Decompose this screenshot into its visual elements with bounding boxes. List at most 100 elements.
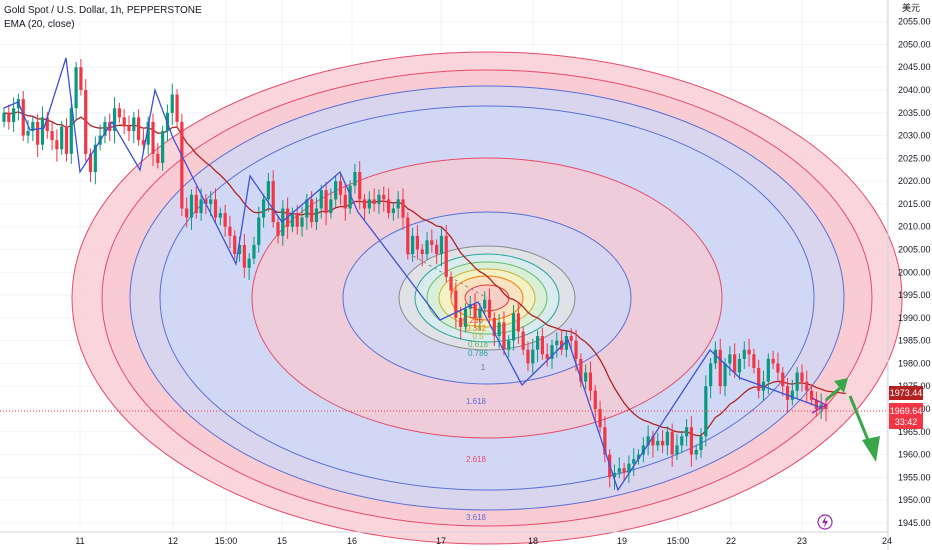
- candle-body: [622, 468, 626, 473]
- y-tick-label: 2055.00: [898, 17, 931, 27]
- candle-body: [141, 140, 146, 145]
- candle-body: [713, 349, 718, 364]
- candle-body: [213, 199, 218, 218]
- candle-body: [84, 90, 88, 154]
- candle-body: [656, 440, 660, 446]
- fib-circles[interactable]: [71, 51, 903, 545]
- down-arrow-shaft: [848, 395, 872, 446]
- candle-body: [545, 354, 549, 359]
- candle-body: [814, 399, 818, 409]
- fib-label: 1.618: [466, 397, 487, 406]
- candle-body: [660, 440, 665, 446]
- candle-body: [612, 472, 617, 478]
- x-tick-label: 17: [436, 536, 446, 546]
- candle-body: [420, 249, 424, 255]
- candle-body: [781, 372, 785, 387]
- time-axis: 11 12 15:00 15 16 17 18 19 15:00 22 23 24: [0, 531, 892, 546]
- candle-body: [257, 217, 261, 245]
- candle-body: [776, 363, 780, 373]
- candle-body: [430, 240, 434, 245]
- candle-body: [36, 121, 40, 145]
- y-tick-label: 1945.00: [898, 518, 931, 528]
- candle-body: [584, 372, 588, 382]
- candle-body: [271, 181, 275, 223]
- y-tick-label: 2015.00: [898, 199, 931, 209]
- zigzag-arrowhead: [811, 397, 828, 414]
- candle-body: [646, 436, 650, 446]
- candle-body: [444, 235, 448, 277]
- last-price-text: 1969.64: [890, 406, 923, 416]
- candle-body: [805, 381, 809, 391]
- candle-body: [45, 117, 49, 132]
- candle-body: [641, 445, 645, 455]
- indicator-label[interactable]: EMA (20, close): [4, 19, 75, 30]
- candle-body: [406, 217, 410, 255]
- candle-body: [146, 121, 150, 145]
- symbol-title[interactable]: Gold Spot / U.S. Dollar, 1h, PEPPERSTONE: [4, 5, 202, 16]
- projection-arrows: [825, 378, 880, 462]
- candle-body: [79, 67, 83, 91]
- candle-body: [93, 144, 97, 173]
- currency-label: 美元: [902, 2, 920, 13]
- y-tick-label: 2045.00: [898, 62, 931, 72]
- candle-body: [737, 358, 742, 373]
- lightning-icon[interactable]: [817, 514, 833, 530]
- candle-body: [290, 213, 295, 227]
- candle-body: [377, 194, 381, 204]
- candle-body: [55, 140, 59, 150]
- candle-body: [800, 372, 804, 382]
- candle-body: [40, 117, 45, 145]
- y-tick-label: 1995.00: [898, 290, 931, 300]
- fib-label: 0.786: [468, 349, 489, 358]
- x-tick-label: 16: [347, 536, 357, 546]
- candle-body: [689, 427, 694, 455]
- ema-price-tag: [889, 386, 923, 400]
- up-arrow-head: [834, 378, 848, 393]
- candle-body: [540, 336, 544, 355]
- candle-body: [276, 222, 280, 236]
- y-tick-label: 1990.00: [898, 313, 931, 323]
- candle-body: [766, 358, 770, 382]
- zigzag-layer: [3, 57, 828, 492]
- candle-body: [338, 181, 343, 195]
- candle-body: [531, 349, 535, 364]
- candle-body: [535, 336, 540, 350]
- y-tick-label: 1965.00: [898, 427, 931, 437]
- candle-body: [64, 126, 69, 154]
- candle-body: [449, 276, 453, 291]
- candle-body: [353, 172, 357, 186]
- y-tick-label: 1955.00: [898, 472, 931, 482]
- y-tick-label: 2030.00: [898, 131, 931, 141]
- price-tags: 1973.44 1969.64 33:42: [889, 386, 923, 429]
- x-tick-label: 19: [617, 536, 627, 546]
- candle-body: [367, 199, 371, 209]
- candle-body: [358, 172, 362, 200]
- fib-label: 0.382: [466, 324, 487, 333]
- candle-body: [752, 354, 756, 368]
- candle-body: [598, 408, 602, 428]
- candle-body: [50, 131, 54, 141]
- candle-body: [261, 199, 266, 218]
- candle-body: [579, 358, 583, 382]
- x-tick-label: 15: [277, 536, 287, 546]
- candle-body: [132, 117, 136, 132]
- candle-body: [2, 112, 6, 122]
- candle-body: [603, 427, 607, 455]
- x-tick-label: 11: [75, 536, 84, 546]
- candle-body: [487, 299, 492, 318]
- candle-body: [199, 199, 203, 214]
- fib-label: 2.618: [466, 455, 487, 464]
- candle-body: [112, 108, 117, 132]
- candle-body: [348, 185, 352, 209]
- candle-body: [242, 244, 246, 268]
- candle-body: [574, 340, 578, 359]
- y-tick-label: 2025.00: [898, 153, 931, 163]
- x-tick-label: 15:00: [215, 536, 238, 546]
- candle-body: [396, 199, 400, 209]
- candle-body: [521, 331, 525, 350]
- candle-body: [362, 199, 367, 209]
- candle-body: [824, 404, 828, 409]
- candle-body: [12, 108, 16, 122]
- candle-body: [204, 199, 208, 204]
